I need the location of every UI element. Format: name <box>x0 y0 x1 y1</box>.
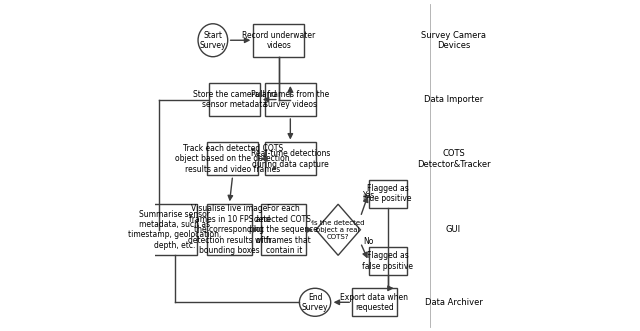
FancyBboxPatch shape <box>262 204 306 255</box>
FancyBboxPatch shape <box>209 83 260 116</box>
Text: End
Survey: End Survey <box>302 293 328 312</box>
Text: Data Archiver: Data Archiver <box>424 298 483 307</box>
FancyBboxPatch shape <box>153 204 197 255</box>
FancyBboxPatch shape <box>265 83 316 116</box>
Text: Survey Camera
Devices: Survey Camera Devices <box>421 30 486 50</box>
Ellipse shape <box>300 288 331 316</box>
FancyBboxPatch shape <box>207 142 258 175</box>
FancyBboxPatch shape <box>207 204 252 255</box>
Text: Visualise live image
frames in 10 FPS and
the corresponding
detection results wi: Visualise live image frames in 10 FPS an… <box>188 205 271 255</box>
FancyBboxPatch shape <box>352 288 397 316</box>
FancyBboxPatch shape <box>369 247 406 275</box>
Text: Record underwater
videos: Record underwater videos <box>242 30 316 50</box>
Text: Flagged as
false positive: Flagged as false positive <box>362 251 413 271</box>
Text: Start
Survey: Start Survey <box>200 30 226 50</box>
Text: Summarise sensor
metadata, such as
timestamp, geolocation,
depth, etc.: Summarise sensor metadata, such as times… <box>128 210 221 250</box>
Text: Track each detected COTS
object based on the detection
results and video frames: Track each detected COTS object based on… <box>175 144 290 174</box>
Text: GUI: GUI <box>446 225 461 234</box>
Text: COTS
Detector&Tracker: COTS Detector&Tracker <box>417 149 490 168</box>
Text: Real-time detections
during data capture: Real-time detections during data capture <box>251 149 330 168</box>
Text: For each
detected COTS,
plot the sequence
of frames that
contain it: For each detected COTS, plot the sequenc… <box>250 205 318 255</box>
Text: Store the camera and
sensor metadata: Store the camera and sensor metadata <box>193 90 276 109</box>
Ellipse shape <box>198 24 228 57</box>
Polygon shape <box>316 204 360 255</box>
Text: Export data when
requested: Export data when requested <box>340 293 408 312</box>
Text: Yes: Yes <box>363 191 375 200</box>
Text: Is the detected
object a real
COTS?: Is the detected object a real COTS? <box>312 220 364 240</box>
Text: Pull frames from the
survey videos: Pull frames from the survey videos <box>252 90 330 109</box>
FancyBboxPatch shape <box>265 142 316 175</box>
Text: Data Importer: Data Importer <box>424 95 483 104</box>
Text: No: No <box>364 237 374 246</box>
Text: Flagged as
true positive: Flagged as true positive <box>364 184 412 203</box>
FancyBboxPatch shape <box>369 179 406 208</box>
FancyBboxPatch shape <box>253 24 305 57</box>
